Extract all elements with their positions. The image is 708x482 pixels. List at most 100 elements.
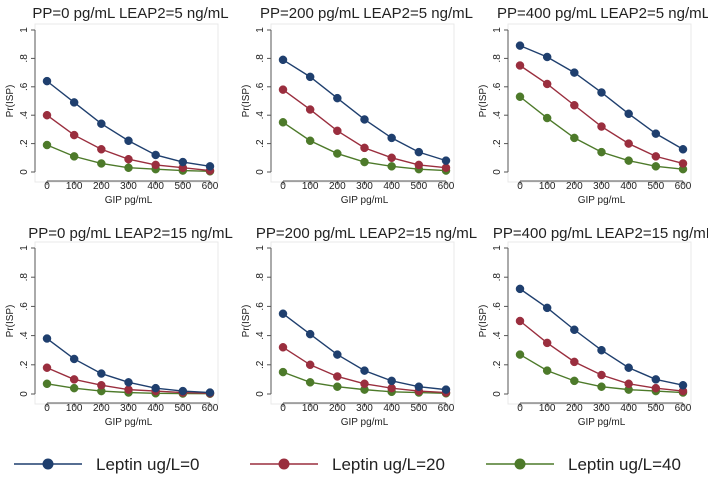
y-tick-label: 0 (255, 391, 266, 397)
x-tick-label: 0 (517, 403, 523, 414)
y-tick-label: .2 (255, 360, 266, 369)
panel-title: PP=400 pg/mL LEAP2=5 ng/mL (497, 5, 708, 22)
x-tick-label: 600 (675, 403, 692, 414)
data-point (515, 41, 525, 50)
data-point (42, 110, 52, 120)
data-point (624, 379, 633, 389)
y-tick-label: 0 (19, 169, 30, 175)
data-point (333, 149, 342, 158)
x-tick-label: 600 (438, 403, 455, 414)
data-point (69, 354, 79, 364)
data-point (97, 380, 106, 390)
y-tick-label: .2 (492, 139, 503, 148)
plot-frame (507, 241, 692, 405)
data-point (597, 147, 606, 157)
x-tick-label: 300 (356, 181, 373, 192)
x-tick-label: 500 (174, 181, 191, 192)
data-point (515, 92, 525, 101)
series-line (282, 89, 447, 169)
data-point (305, 329, 315, 339)
data-point (387, 133, 396, 143)
y-tick-label: 0 (19, 391, 30, 397)
data-point (515, 61, 525, 70)
y-tick-label: .8 (19, 273, 30, 282)
data-point (333, 93, 342, 103)
data-point (624, 109, 633, 119)
x-tick-label: 100 (539, 403, 556, 414)
y-tick-label: 0 (255, 169, 266, 175)
panel-1: PP=0 pg/mL LEAP2=5 ng/mL 0 .2 .4 .6 .8 1 Pr(ISP… (5, 5, 229, 206)
y-tick-label: 1 (492, 27, 503, 33)
x-tick-label: 100 (66, 181, 83, 192)
data-point (624, 139, 633, 148)
x-tick-label: 200 (93, 181, 110, 192)
data-point (305, 136, 315, 146)
data-point (441, 385, 451, 394)
data-point (570, 68, 579, 77)
x-axis-label: GIP pg/mL (341, 417, 389, 428)
data-point (360, 379, 369, 389)
y-tick-label: .4 (255, 111, 266, 120)
data-point (651, 375, 661, 384)
x-tick-label: 300 (120, 403, 137, 414)
x-tick-label: 400 (620, 403, 637, 414)
y-tick-label: 1 (19, 245, 30, 251)
x-tick-label: 200 (566, 181, 583, 192)
data-point (278, 118, 288, 127)
data-point (542, 79, 552, 89)
data-point (570, 101, 579, 110)
data-point (42, 363, 52, 372)
x-tick-label: 100 (66, 403, 83, 414)
y-tick-label: .8 (492, 54, 503, 63)
data-point (124, 378, 133, 387)
data-point (624, 363, 633, 372)
y-tick-label: .2 (19, 139, 30, 148)
x-tick-label: 500 (410, 403, 427, 414)
data-point (542, 366, 552, 375)
data-point (42, 140, 52, 150)
series-line (282, 313, 447, 391)
data-point (387, 383, 396, 393)
x-tick-label: 100 (302, 403, 319, 414)
y-axis-label: Pr(ISP) (241, 305, 252, 338)
y-tick-label: .6 (19, 302, 30, 311)
y-tick-label: .4 (19, 331, 30, 340)
x-tick-label: 0 (44, 181, 50, 192)
y-axis-label: Pr(ISP) (241, 85, 252, 118)
data-point (178, 157, 188, 167)
y-tick-label: .6 (492, 302, 503, 311)
data-point (441, 156, 451, 165)
legend-entry: Leptin ug/L=0 (14, 455, 200, 474)
x-tick-label: 500 (647, 403, 664, 414)
y-tick-label: .6 (19, 82, 30, 91)
data-point (42, 76, 52, 86)
plot-frame (270, 23, 455, 183)
x-tick-label: 400 (147, 181, 164, 192)
legend-label: Leptin ug/L=20 (332, 455, 445, 474)
x-tick-label: 0 (280, 181, 286, 192)
x-tick-label: 500 (410, 181, 427, 192)
y-tick-label: .4 (492, 331, 503, 340)
panel-title: PP=200 pg/mL LEAP2=15 ng/mL (256, 225, 477, 242)
data-point (597, 370, 606, 380)
panel-2: PP=200 pg/mL LEAP2=5 ng/mL 0 .2 .4 .6 .8 1 Pr(I… (241, 5, 473, 206)
data-point (570, 376, 579, 386)
legend-entry: Leptin ug/L=20 (250, 455, 445, 474)
data-point (124, 385, 133, 394)
data-point (570, 133, 579, 143)
x-tick-label: 400 (383, 403, 400, 414)
data-point (570, 357, 579, 367)
x-tick-label: 200 (566, 403, 583, 414)
x-axis-label: GIP pg/mL (105, 417, 153, 428)
x-tick-label: 200 (93, 403, 110, 414)
x-tick-label: 600 (202, 181, 219, 192)
y-tick-label: 1 (255, 245, 266, 251)
y-tick-label: .8 (255, 273, 266, 282)
data-point (542, 303, 552, 313)
y-tick-label: 1 (255, 27, 266, 33)
data-point (360, 143, 369, 153)
panel-4: PP=0 pg/mL LEAP2=15 ng/mL 0 .2 .4 .6 .8 1 Pr(IS… (5, 225, 233, 428)
data-point (651, 162, 661, 171)
data-point (542, 338, 552, 348)
